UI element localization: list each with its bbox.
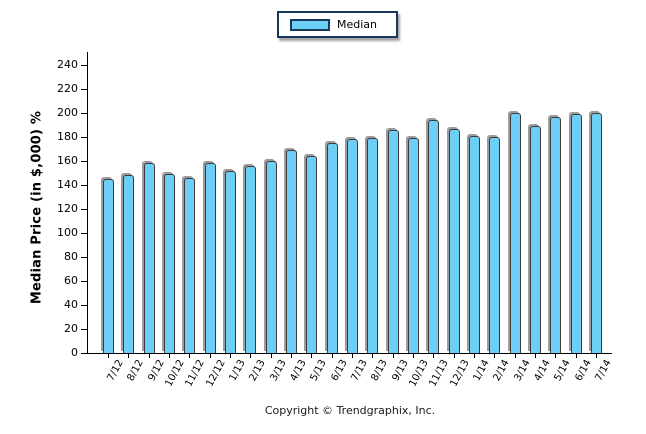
- y-axis-tick: [81, 257, 87, 258]
- x-axis-tick: [169, 354, 170, 358]
- legend-swatch-median: [290, 18, 330, 31]
- x-axis-tick: [128, 354, 129, 358]
- y-tick-label: 240: [57, 58, 78, 71]
- y-axis-tick: [81, 89, 87, 90]
- y-tick-label: 40: [64, 298, 78, 311]
- y-axis-tick: [81, 65, 87, 66]
- x-axis-tick: [515, 354, 516, 358]
- bar: [266, 161, 277, 353]
- y-tick-label: 140: [57, 178, 78, 191]
- y-tick-label: 60: [64, 274, 78, 287]
- legend-label: Median: [337, 18, 378, 31]
- x-axis-tick: [555, 354, 556, 358]
- bar: [530, 126, 541, 353]
- x-axis-tick: [596, 354, 597, 358]
- y-axis-title: Median Price (in $,000) %: [29, 110, 45, 305]
- bar: [306, 156, 317, 353]
- bar: [469, 136, 480, 353]
- x-axis-tick: [271, 354, 272, 358]
- x-axis-tick: [535, 354, 536, 358]
- y-tick-label: 0: [71, 346, 78, 359]
- y-axis-line: [87, 52, 88, 354]
- bar: [225, 171, 236, 353]
- bar: [103, 179, 114, 353]
- y-tick-label: 160: [57, 154, 78, 167]
- x-axis-tick: [250, 354, 251, 358]
- legend: Median: [277, 11, 398, 38]
- bar: [428, 120, 439, 353]
- y-axis-tick: [81, 353, 87, 354]
- x-axis-line: [87, 353, 612, 354]
- x-axis-tick: [149, 354, 150, 358]
- x-axis-tick: [413, 354, 414, 358]
- y-tick-label: 80: [64, 250, 78, 263]
- y-axis-tick: [81, 305, 87, 306]
- bar: [164, 174, 175, 353]
- y-axis-tick: [81, 185, 87, 186]
- bar: [367, 138, 378, 353]
- y-tick-label: 100: [57, 226, 78, 239]
- y-axis-tick: [81, 233, 87, 234]
- y-tick-label: 120: [57, 202, 78, 215]
- bar: [591, 113, 602, 353]
- y-tick-label: 20: [64, 322, 78, 335]
- bar: [245, 166, 256, 353]
- bar: [205, 163, 216, 353]
- bar: [144, 163, 155, 353]
- bar: [449, 129, 460, 353]
- x-axis-tick: [393, 354, 394, 358]
- x-axis-tick: [332, 354, 333, 358]
- bar: [510, 113, 521, 353]
- x-axis-tick: [494, 354, 495, 358]
- y-tick-label: 220: [57, 82, 78, 95]
- x-axis-tick: [474, 354, 475, 358]
- bar: [571, 114, 582, 353]
- x-axis-tick: [230, 354, 231, 358]
- x-axis-tick: [352, 354, 353, 358]
- bar: [184, 178, 195, 353]
- y-axis-tick: [81, 161, 87, 162]
- x-axis-tick: [108, 354, 109, 358]
- bar: [388, 130, 399, 353]
- x-axis-tick: [311, 354, 312, 358]
- copyright-text: Copyright © Trendgraphix, Inc.: [264, 404, 436, 417]
- x-axis-tick: [210, 354, 211, 358]
- x-axis-tick: [372, 354, 373, 358]
- y-axis-tick: [81, 137, 87, 138]
- x-axis-tick: [454, 354, 455, 358]
- y-axis-tick: [81, 281, 87, 282]
- x-axis-tick: [291, 354, 292, 358]
- bar: [286, 150, 297, 353]
- y-tick-label: 180: [57, 130, 78, 143]
- bar: [347, 139, 358, 353]
- y-tick-label: 200: [57, 106, 78, 119]
- bar: [408, 138, 419, 353]
- y-axis-tick: [81, 209, 87, 210]
- x-axis-tick: [576, 354, 577, 358]
- x-axis-tick: [189, 354, 190, 358]
- bar: [123, 175, 134, 353]
- bar: [550, 117, 561, 353]
- y-axis-tick: [81, 329, 87, 330]
- y-axis-tick: [81, 113, 87, 114]
- bar: [327, 143, 338, 353]
- x-axis-tick: [433, 354, 434, 358]
- bar: [489, 137, 500, 353]
